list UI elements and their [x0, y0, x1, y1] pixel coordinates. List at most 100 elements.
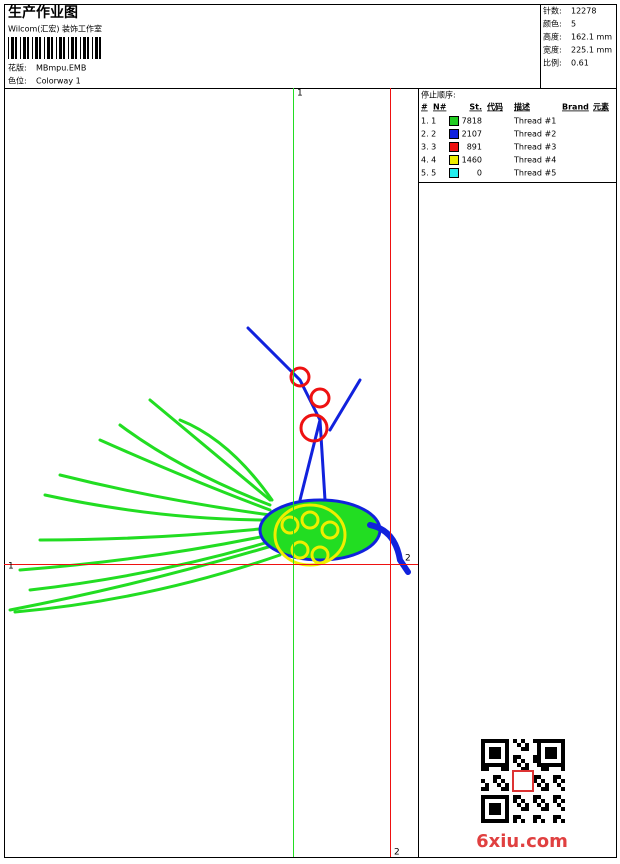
- stitch-count: 2107: [462, 130, 482, 139]
- info-value: 0.61: [571, 59, 589, 68]
- qr-module: [517, 815, 521, 819]
- qr-module: [525, 803, 529, 807]
- qr-module: [505, 763, 509, 767]
- qr-module: [521, 819, 525, 823]
- qr-module: [561, 759, 565, 763]
- qr-code: [481, 739, 565, 823]
- qr-module: [521, 747, 525, 751]
- info-label: 颜色:: [543, 19, 562, 29]
- qr-module: [525, 747, 529, 751]
- qr-module: [501, 767, 505, 771]
- bar: [95, 37, 98, 59]
- qr-logo: [512, 770, 534, 792]
- bar: [83, 37, 86, 59]
- qr-module: [537, 775, 541, 779]
- qr-module: [485, 739, 489, 743]
- qr-module: [537, 795, 541, 799]
- qr-module: [537, 783, 541, 787]
- qr-module: [505, 755, 509, 759]
- qr-module: [497, 803, 501, 807]
- qr-module: [537, 763, 541, 767]
- color-swatch: [449, 129, 459, 139]
- qr-module: [557, 803, 561, 807]
- bar: [44, 37, 45, 59]
- qr-module: [545, 783, 549, 787]
- watermark: 6xiu.com: [476, 831, 568, 852]
- qr-module: [493, 803, 497, 807]
- qr-module: [501, 795, 505, 799]
- column-header: 描述: [514, 102, 530, 112]
- color-swatch: [449, 142, 459, 152]
- qr-module: [505, 783, 509, 787]
- qr-module: [549, 755, 553, 759]
- qr-module: [493, 779, 497, 783]
- qr-module: [561, 779, 565, 783]
- bar: [63, 37, 65, 59]
- qr-module: [493, 795, 497, 799]
- qr-module: [537, 755, 541, 759]
- row-index: 1. 1: [421, 117, 436, 126]
- qr-module: [561, 747, 565, 751]
- qr-module: [481, 779, 485, 783]
- bar: [35, 37, 38, 59]
- qr-module: [541, 819, 545, 823]
- qr-module: [505, 811, 509, 815]
- qr-module: [553, 799, 557, 803]
- qr-module: [561, 739, 565, 743]
- info-label: 高度:: [543, 32, 562, 42]
- qr-module: [513, 739, 517, 743]
- qr-module: [493, 747, 497, 751]
- qr-module: [561, 787, 565, 791]
- qr-module: [505, 819, 509, 823]
- qr-module: [501, 787, 505, 791]
- bar: [47, 37, 50, 59]
- qr-module: [517, 763, 521, 767]
- qr-module: [501, 819, 505, 823]
- color-swatch: [449, 116, 459, 126]
- title: 生产作业图: [8, 4, 78, 21]
- qr-module: [517, 803, 521, 807]
- qr-module: [533, 759, 537, 763]
- qr-module: [481, 767, 485, 771]
- bar: [80, 37, 81, 59]
- column-header: Brand: [562, 103, 589, 112]
- colorway-value: Colorway 1: [36, 77, 81, 86]
- qr-module: [561, 755, 565, 759]
- barcode: [8, 37, 101, 59]
- qr-module: [493, 807, 497, 811]
- color-swatch: [449, 155, 459, 165]
- row-index: 4. 4: [421, 156, 436, 165]
- qr-module: [525, 763, 529, 767]
- company: Wilcom(汇宏) 装饰工作室: [8, 24, 102, 34]
- qr-module: [481, 763, 485, 767]
- qr-module: [553, 763, 557, 767]
- info-value: 5: [571, 20, 576, 29]
- qr-module: [481, 743, 485, 747]
- column-header: #: [421, 103, 428, 112]
- row-index: 5. 5: [421, 169, 436, 178]
- qr-module: [513, 815, 517, 819]
- qr-module: [497, 739, 501, 743]
- design-value: MBmpu.EMB: [36, 64, 86, 73]
- table-title: 停止顺序:: [421, 90, 456, 100]
- description: Thread #4: [513, 156, 556, 165]
- bar: [8, 37, 9, 59]
- qr-module: [553, 747, 557, 751]
- qr-module: [533, 815, 537, 819]
- qr-module: [561, 807, 565, 811]
- qr-module: [497, 747, 501, 751]
- qr-module: [521, 759, 525, 763]
- column-header: 代码: [486, 102, 503, 112]
- description: Thread #3: [513, 143, 556, 152]
- qr-module: [545, 787, 549, 791]
- qr-module: [501, 779, 505, 783]
- qr-module: [489, 751, 493, 755]
- qr-module: [537, 747, 541, 751]
- qr-module: [557, 739, 561, 743]
- qr-module: [557, 775, 561, 779]
- qr-module: [485, 783, 489, 787]
- column-header: N#: [433, 103, 447, 112]
- qr-module: [521, 807, 525, 811]
- bar: [39, 37, 41, 59]
- description: Thread #1: [513, 117, 556, 126]
